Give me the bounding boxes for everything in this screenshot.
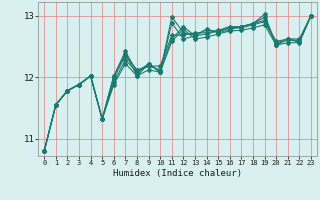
X-axis label: Humidex (Indice chaleur): Humidex (Indice chaleur) — [113, 169, 242, 178]
